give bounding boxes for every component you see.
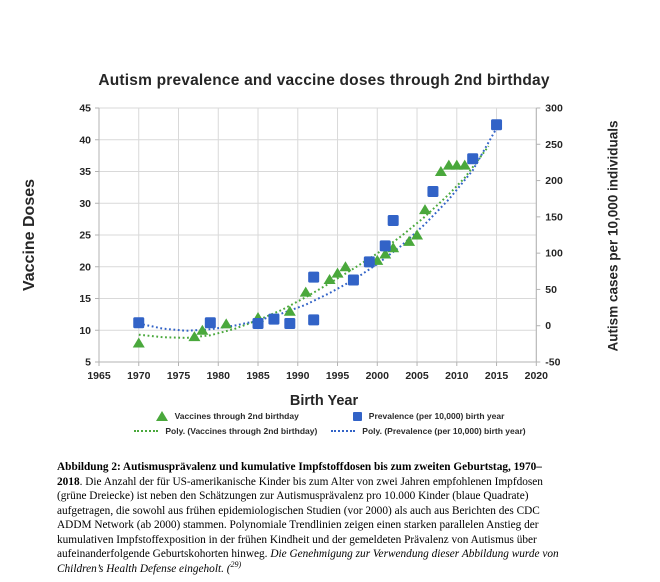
legend-label: Poly. (Prevalence (per 10,000) birth yea…	[362, 426, 526, 436]
svg-text:1990: 1990	[286, 370, 310, 382]
svg-text:2015: 2015	[485, 370, 509, 382]
blue-dotted-line-icon	[331, 430, 356, 432]
svg-text:300: 300	[545, 103, 563, 115]
legend-item-vaccines: Vaccines through 2nd birthday	[155, 411, 299, 421]
svg-text:20: 20	[79, 261, 91, 273]
svg-text:1995: 1995	[326, 370, 350, 382]
legend-label: Prevalence (per 10,000) birth year	[368, 411, 505, 421]
chart-title: Autism prevalence and vaccine doses thro…	[98, 72, 550, 89]
svg-text:1965: 1965	[87, 370, 111, 382]
scatter-chart: 1965 1970 1975 1980 1985 1990 1995 2000 2005 2010…	[79, 103, 563, 383]
svg-text:40: 40	[79, 134, 91, 146]
y-axis-label-right: Autism cases per 10,000 individuals	[605, 120, 621, 352]
svg-text:25: 25	[79, 230, 91, 242]
legend-label: Poly. (Vaccines through 2nd birthday)	[165, 426, 318, 436]
svg-text:2010: 2010	[445, 370, 469, 382]
prevalence-trend	[138, 127, 498, 332]
svg-text:1980: 1980	[207, 370, 231, 382]
legend-item-prevalence-trend: Poly. (Prevalence (per 10,000) birth yea…	[331, 426, 526, 436]
svg-text:10: 10	[79, 325, 91, 337]
x-axis-label: Birth Year	[289, 393, 359, 409]
svg-text:2005: 2005	[405, 370, 429, 382]
legend: Vaccines through 2nd birthday Prevalence…	[0, 411, 660, 441]
svg-text:0: 0	[545, 320, 551, 332]
vaccines-trend	[138, 145, 490, 339]
y-axis-label-left: Vaccine Doses	[21, 178, 38, 292]
caption-title: Abbildung 2: Autismusprävalenz und kumul…	[57, 461, 542, 488]
figure-caption: Abbildung 2: Autismusprävalenz und kumul…	[57, 460, 564, 576]
triangle-marker-icon	[155, 411, 168, 421]
caption-citation: 29)	[230, 559, 242, 569]
svg-text:35: 35	[79, 166, 91, 178]
vaccines-points	[132, 159, 471, 348]
svg-text:250: 250	[545, 139, 563, 151]
svg-text:200: 200	[545, 175, 563, 187]
svg-text:150: 150	[545, 211, 563, 223]
square-marker-icon	[352, 411, 362, 421]
svg-text:-50: -50	[545, 357, 560, 369]
svg-text:50: 50	[545, 284, 557, 296]
legend-row-2: Poly. (Vaccines through 2nd birthday) Po…	[0, 426, 660, 436]
svg-text:5: 5	[85, 357, 91, 369]
svg-text:2000: 2000	[366, 370, 390, 382]
svg-text:1975: 1975	[167, 370, 191, 382]
svg-text:1970: 1970	[127, 370, 151, 382]
legend-item-vaccines-trend: Poly. (Vaccines through 2nd birthday)	[134, 426, 317, 436]
svg-text:100: 100	[545, 248, 563, 260]
svg-text:1985: 1985	[246, 370, 270, 382]
caption-body: . Die Anzahl der für US-amerikanische Ki…	[57, 475, 543, 561]
svg-text:2020: 2020	[525, 370, 549, 382]
prevalence-points	[133, 119, 503, 330]
legend-item-prevalence: Prevalence (per 10,000) birth year	[352, 411, 505, 421]
green-dotted-line-icon	[134, 430, 159, 432]
caption-credit: Die Genehmigung zur Verwendung dieser Ab…	[57, 548, 559, 575]
svg-text:15: 15	[79, 293, 91, 305]
svg-text:30: 30	[79, 198, 91, 210]
legend-label: Vaccines through 2nd birthday	[174, 411, 299, 421]
legend-row-1: Vaccines through 2nd birthday Prevalence…	[0, 411, 660, 421]
svg-text:45: 45	[79, 103, 91, 115]
